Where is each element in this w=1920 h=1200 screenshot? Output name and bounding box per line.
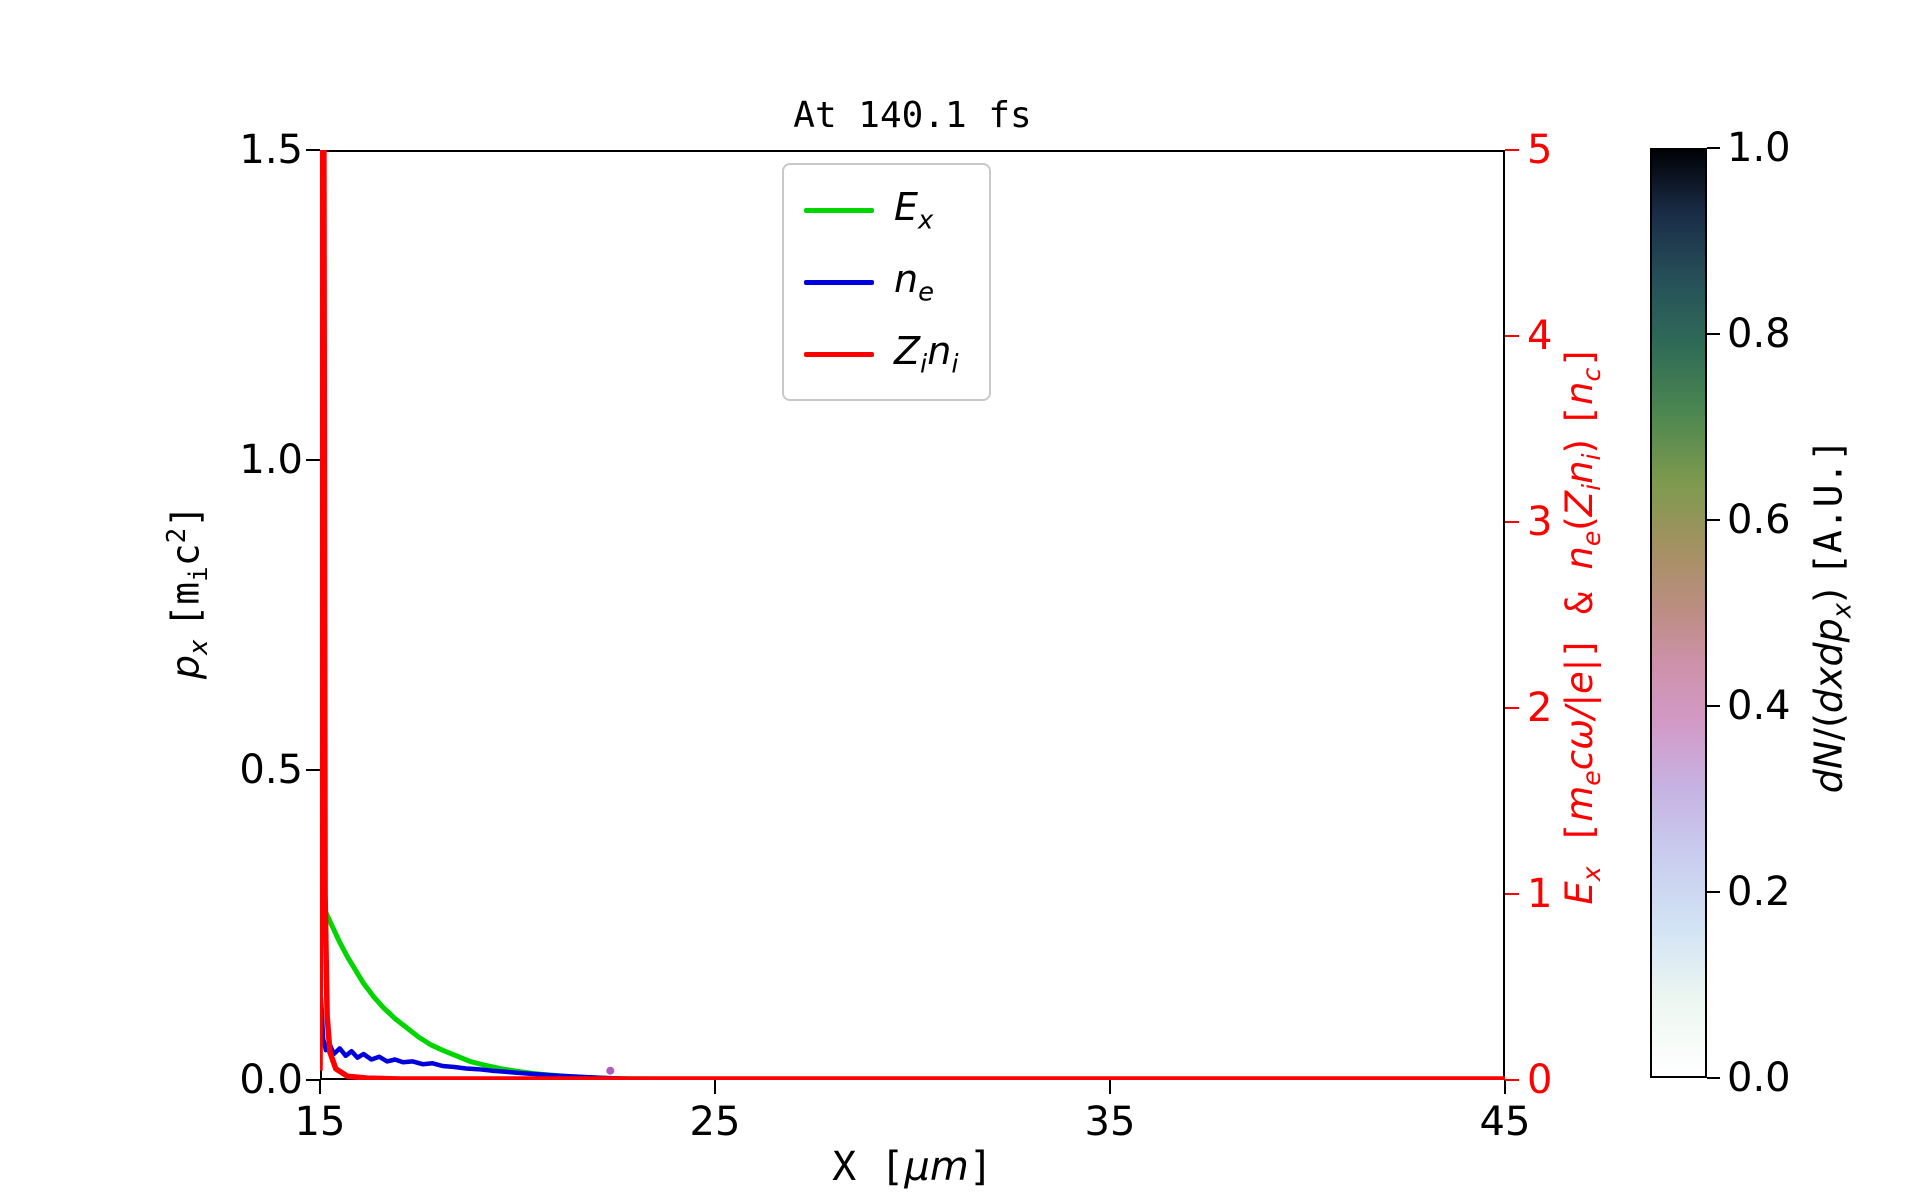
y-right-tick-mark <box>1505 148 1519 152</box>
x-tick-label: 35 <box>1084 1099 1136 1145</box>
y-axis-label-left: px [mic2] <box>161 504 215 680</box>
y-right-tick-label: 0 <box>1527 1057 1553 1103</box>
y-left-tick-label: 0.0 <box>239 1057 303 1103</box>
legend-line-sample <box>804 279 874 285</box>
x-tick-mark <box>1503 1080 1507 1094</box>
colorbar-tick-label: 0.4 <box>1727 683 1791 729</box>
legend-item-ne: ne <box>804 249 959 315</box>
colorbar-tick-mark <box>1707 146 1720 150</box>
y-right-tick-mark <box>1505 1078 1519 1082</box>
x-axis-label: X [μm] <box>832 1144 993 1190</box>
x-tick-label: 25 <box>689 1099 741 1145</box>
y-right-tick-mark <box>1505 334 1519 338</box>
colorbar-tick-label: 1.0 <box>1727 125 1791 171</box>
y-right-tick-mark <box>1505 520 1519 524</box>
legend-label: ne <box>894 256 934 308</box>
legend: Ex ne Zini <box>782 163 991 401</box>
y-left-tick-mark <box>306 458 320 462</box>
x-tick-label: 15 <box>294 1099 346 1145</box>
y-left-tick-mark <box>306 148 320 152</box>
legend-item-Zini: Zini <box>804 321 959 387</box>
plot-canvas <box>320 150 1505 1080</box>
colorbar-tick-mark <box>1707 704 1720 708</box>
phase-space-point <box>606 1066 615 1075</box>
legend-line-sample <box>804 207 874 213</box>
x-tick-label: 45 <box>1479 1099 1531 1145</box>
colorbar-tick-label: 0.8 <box>1727 311 1791 357</box>
colorbar-tick-label: 0.2 <box>1727 869 1791 915</box>
y-right-tick-mark <box>1505 892 1519 896</box>
colorbar-tick-label: 0.6 <box>1727 497 1791 543</box>
legend-label: Ex <box>894 184 934 236</box>
series-line-Ex <box>320 898 1505 1080</box>
x-tick-mark <box>1108 1080 1112 1094</box>
colorbar <box>1650 148 1707 1078</box>
colorbar-tick-mark <box>1707 890 1720 894</box>
y-axis-label-right: Ex [mecω/|e|] & ne(Zini) [nc] <box>1557 345 1607 905</box>
y-right-tick-mark <box>1505 706 1519 710</box>
x-tick-mark <box>713 1080 717 1094</box>
legend-item-Ex: Ex <box>804 177 959 243</box>
y-left-tick-label: 0.5 <box>239 747 303 793</box>
colorbar-tick-label: 0.0 <box>1727 1055 1791 1101</box>
colorbar-tick-mark <box>1707 1076 1720 1080</box>
y-left-tick-mark <box>306 768 320 772</box>
colorbar-tick-mark <box>1707 332 1720 336</box>
y-right-tick-label: 4 <box>1527 313 1553 359</box>
series-line-Zini <box>320 150 1505 1080</box>
y-left-tick-label: 1.5 <box>239 127 303 173</box>
y-right-tick-label: 5 <box>1527 127 1553 173</box>
y-right-tick-label: 2 <box>1527 685 1553 731</box>
y-left-tick-label: 1.0 <box>239 437 303 483</box>
colorbar-label: dN/(dxdpx) [A.U.] <box>1806 438 1858 794</box>
y-right-tick-label: 1 <box>1527 871 1553 917</box>
legend-line-sample <box>804 351 874 357</box>
y-left-tick-mark <box>306 1078 320 1082</box>
chart-title: At 140.1 fs <box>793 95 1032 136</box>
y-right-tick-label: 3 <box>1527 499 1553 545</box>
x-tick-mark <box>318 1080 322 1094</box>
legend-label: Zini <box>894 328 959 380</box>
colorbar-tick-mark <box>1707 518 1720 522</box>
